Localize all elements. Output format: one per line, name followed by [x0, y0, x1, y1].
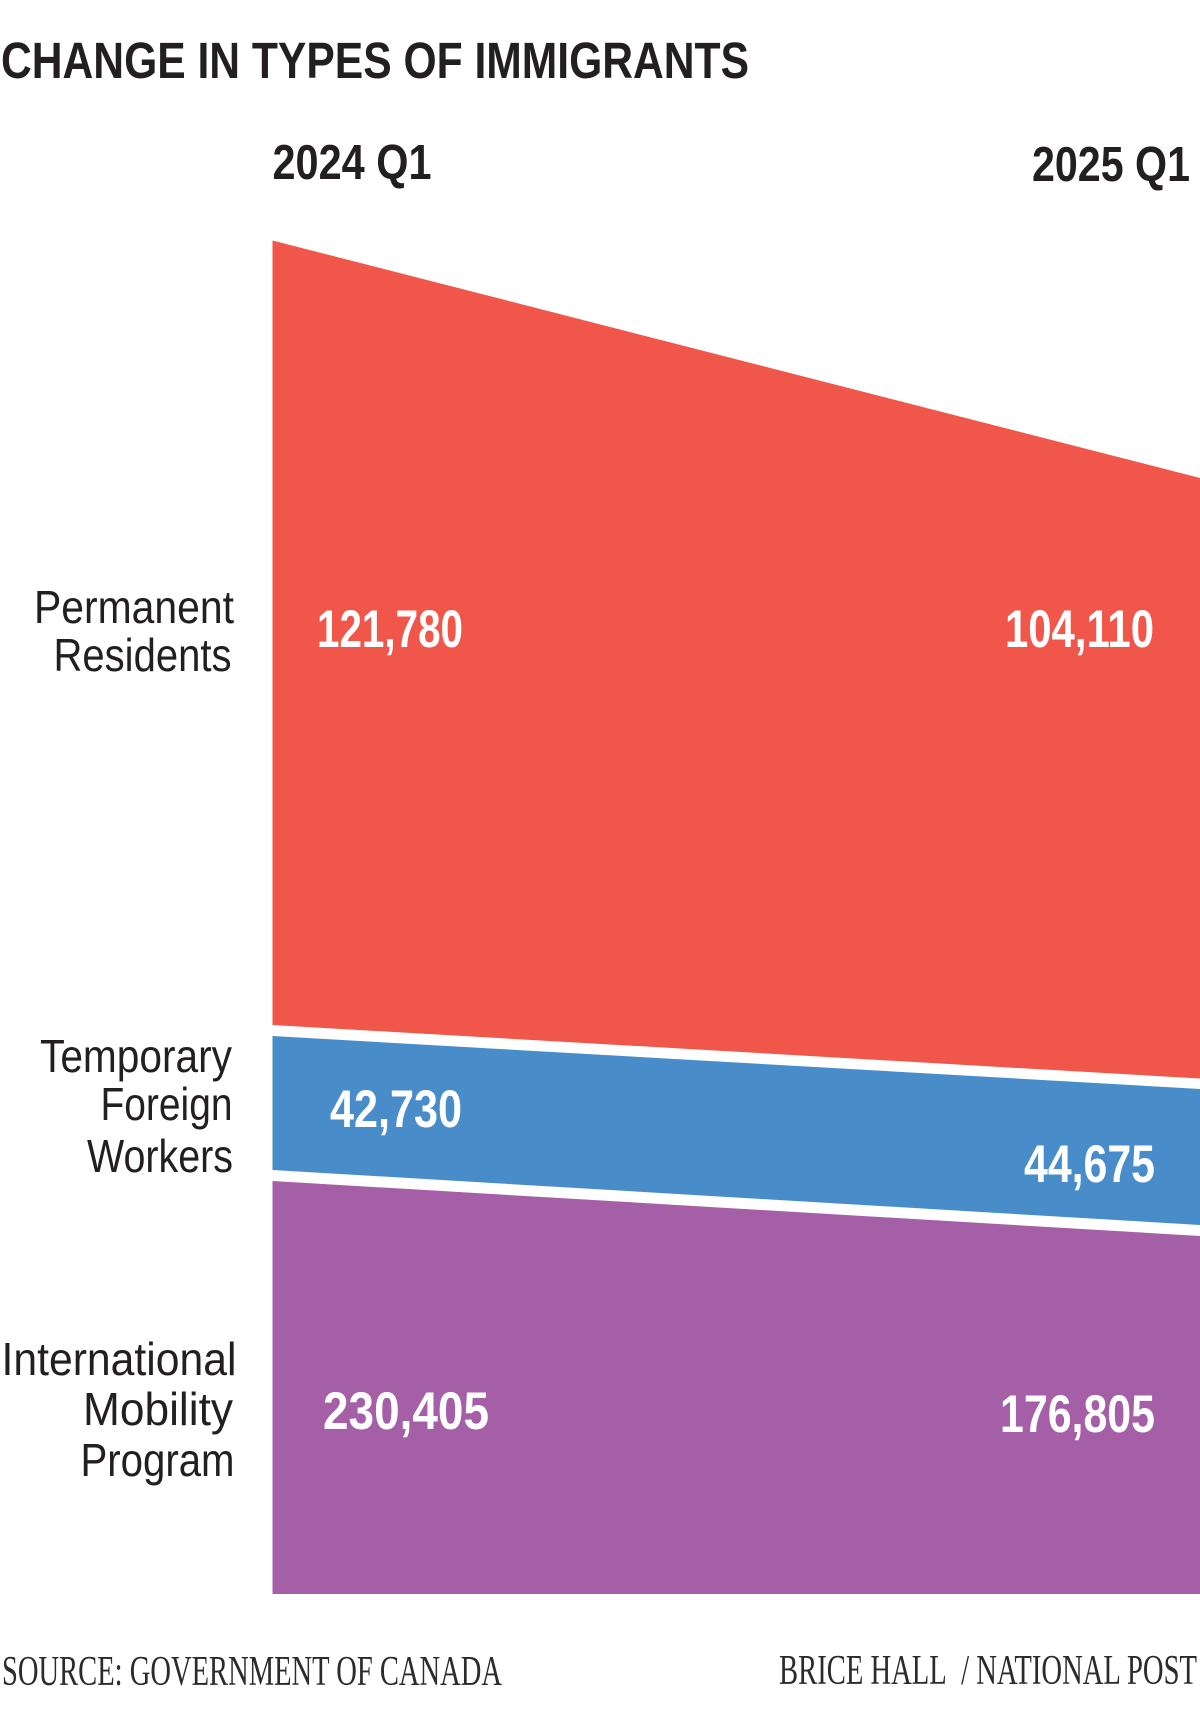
svg-text:Residents: Residents: [54, 629, 232, 681]
svg-text:International: International: [2, 1333, 237, 1385]
svg-text:SOURCE: GOVERNMENT OF CANADA: SOURCE: GOVERNMENT OF CANADA: [2, 1649, 502, 1695]
svg-text:44,675: 44,675: [1024, 1135, 1155, 1194]
svg-text:Temporary: Temporary: [40, 1030, 232, 1082]
svg-text:42,730: 42,730: [330, 1080, 462, 1139]
svg-text:Foreign: Foreign: [101, 1078, 233, 1130]
svg-text:Workers: Workers: [87, 1130, 233, 1182]
svg-text:104,110: 104,110: [1005, 600, 1154, 659]
svg-text:Program: Program: [81, 1434, 235, 1486]
svg-text:230,405: 230,405: [323, 1382, 489, 1441]
svg-text:Permanent: Permanent: [34, 581, 234, 633]
svg-text:121,780: 121,780: [317, 600, 463, 659]
svg-text:176,805: 176,805: [1000, 1385, 1155, 1444]
svg-text:Mobility: Mobility: [83, 1383, 233, 1435]
svg-text:2024 Q1: 2024 Q1: [273, 136, 432, 190]
svg-text:2025 Q1: 2025 Q1: [1032, 138, 1190, 192]
svg-text:CHANGE IN TYPES OF IMMIGRANTS: CHANGE IN TYPES OF IMMIGRANTS: [1, 32, 749, 89]
svg-text:BRICE HALL / NATIONAL POST: BRICE HALL / NATIONAL POST: [779, 1648, 1197, 1694]
